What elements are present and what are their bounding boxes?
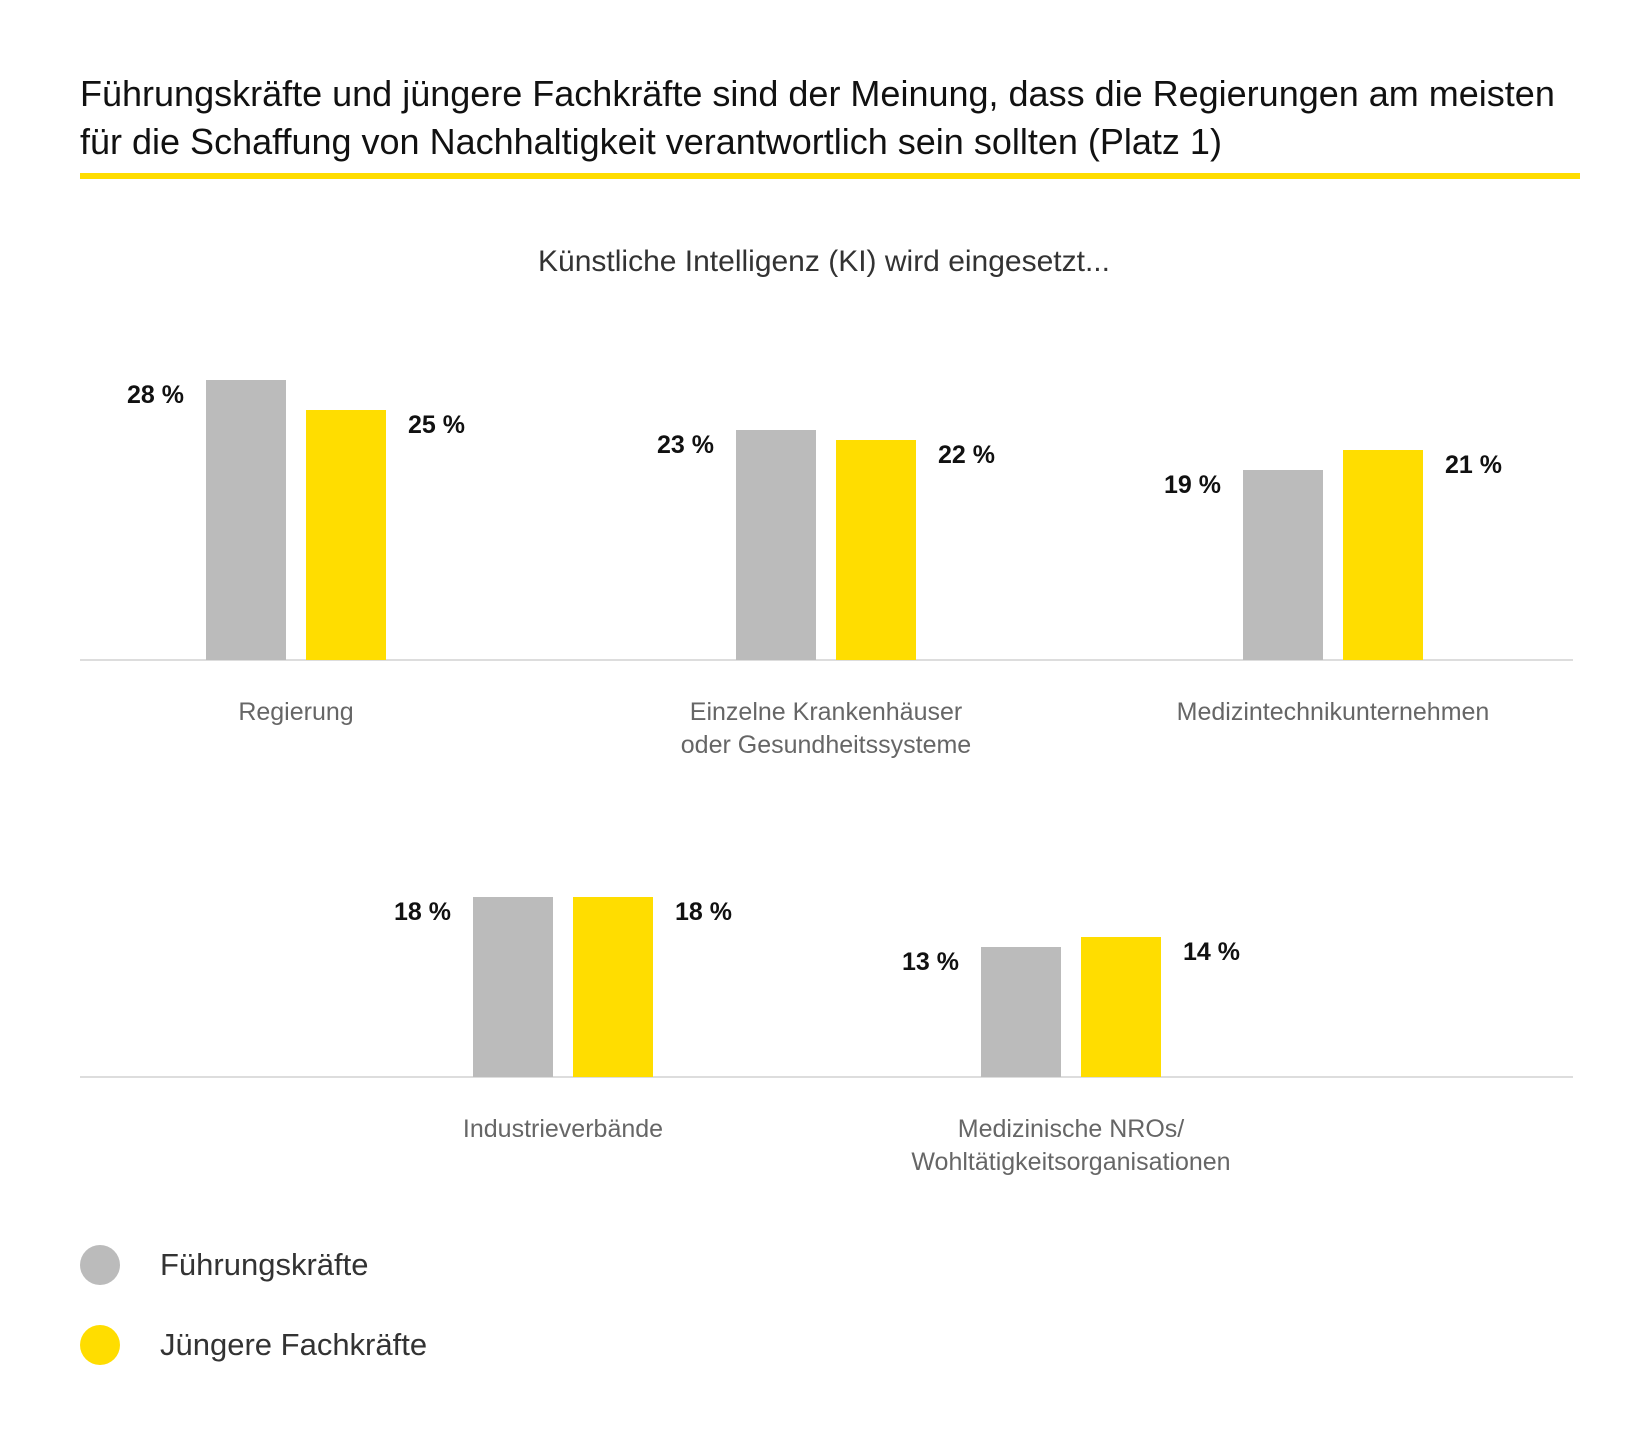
data-label-fuehrungskraefte-2: 23 %: [657, 431, 714, 459]
data-label-juengere-fachkraefte-3: 21 %: [1445, 451, 1502, 479]
category-label-4: Industrieverbände: [463, 1115, 663, 1143]
data-label-fuehrungskraefte-1: 28 %: [127, 381, 184, 409]
legend-label-fuehrungskraefte: Führungskräfte: [160, 1247, 369, 1282]
category-label-3: Medizintechnikunternehmen: [1177, 698, 1490, 726]
category-label-5-line-2: Wohltätigkeitsorganisationen: [911, 1148, 1230, 1176]
data-label-juengere-fachkraefte-5: 14 %: [1183, 938, 1240, 966]
legend-swatch-fuehrungskraefte: [80, 1245, 120, 1285]
bar-juengere-fachkraefte-4: [573, 897, 653, 1077]
data-label-fuehrungskraefte-4: 18 %: [394, 898, 451, 926]
chart-subtitle: Künstliche Intelligenz (KI) wird eingese…: [538, 245, 1110, 278]
bar-fuehrungskraefte-4: [473, 897, 553, 1077]
category-label-1: Regierung: [238, 698, 353, 726]
bar-fuehrungskraefte-3: [1243, 470, 1323, 660]
bar-fuehrungskraefte-2: [736, 430, 816, 660]
legend-swatch-juengere-fachkraefte: [80, 1325, 120, 1365]
bar-fuehrungskraefte-5: [981, 947, 1061, 1077]
legend-label-juengere-fachkraefte: Jüngere Fachkräfte: [160, 1327, 428, 1362]
bar-juengere-fachkraefte-2: [836, 440, 916, 660]
data-label-juengere-fachkraefte-1: 25 %: [408, 411, 465, 439]
title-underline: [80, 173, 1580, 179]
bar-juengere-fachkraefte-1: [306, 410, 386, 660]
category-label-2-line-2: oder Gesundheitssysteme: [681, 731, 971, 759]
data-label-juengere-fachkraefte-4: 18 %: [675, 898, 732, 926]
bar-juengere-fachkraefte-5: [1081, 937, 1161, 1077]
data-label-juengere-fachkraefte-2: 22 %: [938, 441, 995, 469]
category-label-5-line-1: Medizinische NROs/: [958, 1115, 1185, 1143]
chart-title: Führungskräfte und jüngere Fachkräfte si…: [80, 73, 1555, 162]
bar-juengere-fachkraefte-3: [1343, 450, 1423, 660]
data-label-fuehrungskraefte-3: 19 %: [1164, 471, 1221, 499]
bar-fuehrungskraefte-1: [206, 380, 286, 660]
data-label-fuehrungskraefte-5: 13 %: [902, 948, 959, 976]
category-label-2-line-1: Einzelne Krankenhäuser: [690, 698, 962, 726]
